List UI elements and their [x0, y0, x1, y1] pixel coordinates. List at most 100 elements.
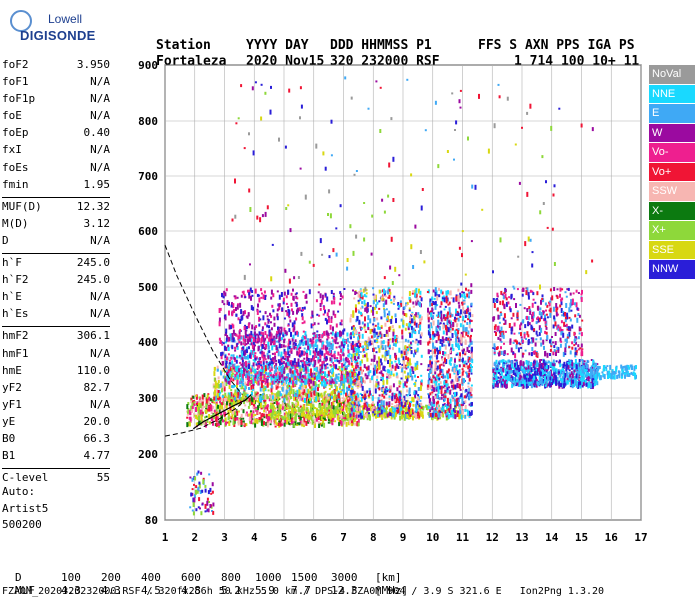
echo-point: [327, 367, 329, 369]
echo-point: [461, 294, 463, 297]
echo-point: [340, 293, 342, 297]
echo-point: [298, 362, 300, 367]
echo-point: [294, 370, 296, 375]
echo-point: [471, 329, 473, 332]
echo-point: [465, 327, 467, 332]
echo-point: [360, 307, 362, 309]
echo-point: [293, 404, 295, 407]
echo-point: [368, 366, 370, 371]
echo-point: [469, 404, 471, 406]
echo-point: [221, 402, 223, 405]
echo-point: [333, 297, 335, 300]
echo-point: [359, 343, 361, 347]
echo-point: [450, 339, 452, 341]
echo-point: [202, 412, 204, 414]
echo-point: [208, 407, 210, 412]
echo-point: [250, 296, 252, 301]
echo-point: [418, 413, 420, 416]
echo-point: [398, 348, 400, 353]
echo-point: [272, 309, 274, 312]
echo-point: [248, 323, 250, 328]
echo-point: [309, 350, 311, 355]
echo-point: [195, 395, 197, 397]
echo-point: [287, 395, 289, 397]
echo-point: [465, 372, 467, 374]
echo-point: [217, 393, 219, 398]
echo-point: [448, 408, 450, 410]
echo-point: [362, 322, 364, 325]
echo-point: [465, 405, 467, 409]
echo-point: [272, 362, 274, 364]
echo-point: [320, 406, 322, 411]
echo-point: [285, 310, 287, 312]
echo-point: [452, 333, 454, 338]
echo-point: [385, 352, 387, 357]
echo-point: [253, 404, 255, 407]
echo-point: [264, 322, 266, 325]
echo-point: [346, 333, 348, 337]
echo-point: [339, 366, 341, 369]
echo-point: [228, 302, 230, 306]
echo-point: [239, 339, 241, 341]
echo-point: [438, 294, 440, 297]
echo-point: [440, 371, 442, 373]
echo-point: [192, 406, 194, 409]
echo-point: [274, 414, 276, 416]
echo-point: [235, 366, 237, 371]
echo-point: [329, 388, 331, 390]
echo-point: [462, 302, 464, 306]
echo-point: [457, 343, 459, 348]
echo-point: [383, 396, 385, 399]
echo-point: [191, 398, 193, 400]
echo-point: [267, 396, 269, 399]
echo-point: [234, 357, 236, 360]
echo-point: [334, 357, 336, 359]
echo-point: [303, 291, 305, 293]
echo-point: [279, 372, 281, 376]
echo-point: [279, 343, 281, 348]
echo-point: [326, 338, 328, 340]
echo-point: [344, 340, 346, 342]
echo-point: [316, 299, 318, 302]
echo-point: [201, 416, 203, 421]
echo-point: [280, 404, 282, 409]
echo-point: [471, 353, 473, 358]
echo-point: [368, 412, 370, 414]
echo-point: [187, 414, 189, 416]
echo-point: [267, 355, 269, 359]
echo-point: [265, 311, 267, 314]
echo-point: [461, 397, 463, 402]
echo-point: [370, 305, 372, 307]
echo-point: [287, 413, 289, 418]
echo-point: [458, 318, 460, 322]
echo-point: [224, 346, 226, 351]
echo-point: [436, 315, 438, 317]
echo-point: [296, 297, 298, 299]
echo-point: [363, 351, 365, 353]
echo-point: [264, 374, 266, 379]
echo-point: [262, 332, 264, 335]
echo-point: [302, 376, 304, 378]
echo-point: [351, 327, 353, 330]
echo-point: [447, 375, 449, 379]
echo-point: [309, 387, 311, 389]
echo-point: [236, 419, 238, 421]
echo-point: [243, 311, 245, 316]
echo-point: [470, 387, 472, 392]
echo-point: [401, 330, 403, 335]
echo-point: [467, 315, 469, 317]
echo-point: [358, 376, 360, 380]
echo-point: [418, 330, 420, 334]
echo-point: [348, 385, 350, 388]
echo-point: [343, 344, 345, 348]
echo-point: [301, 381, 303, 383]
echo-point: [353, 325, 355, 327]
echo-point: [331, 397, 333, 399]
echo-point: [459, 410, 461, 414]
echo-point: [373, 300, 375, 304]
echo-point: [293, 423, 295, 428]
echo-point: [324, 371, 326, 376]
echo-point: [336, 346, 338, 348]
echo-point: [342, 330, 344, 335]
echo-point: [321, 351, 323, 356]
